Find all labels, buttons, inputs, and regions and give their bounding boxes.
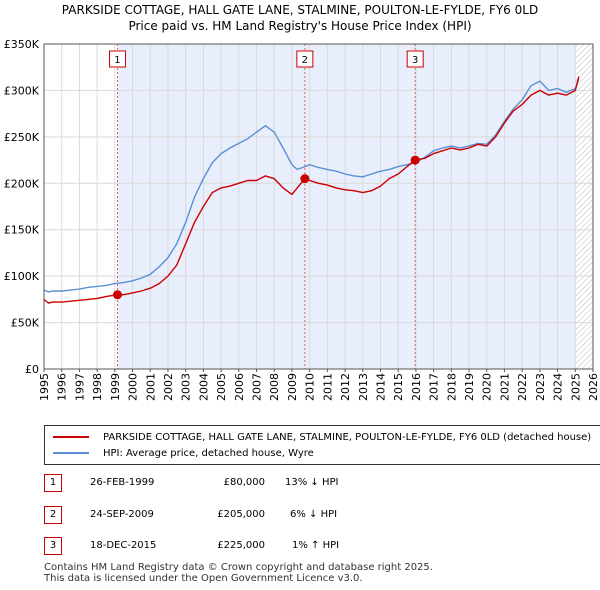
sale-marker-badge: 3: [44, 537, 62, 555]
series-line-hpi: [43, 79, 580, 293]
x-tick-label: 1996: [56, 373, 69, 401]
sale-date: 26-FEB-1999: [90, 477, 155, 488]
x-tick-label: 2017: [428, 373, 441, 401]
x-tick-label: 2026: [587, 373, 600, 401]
x-tick-label: 2000: [127, 373, 140, 401]
x-tick-label: 2012: [339, 373, 352, 401]
y-tick-label: £250K: [4, 131, 40, 144]
x-tick-label: 2018: [445, 373, 458, 401]
x-tick-label: 1995: [38, 373, 51, 401]
x-tick-label: 2021: [498, 373, 511, 401]
x-tick-label: 2010: [304, 373, 317, 401]
chart-title-line2: Price paid vs. HM Land Registry's House …: [128, 19, 472, 33]
legend-label-property: PARKSIDE COTTAGE, HALL GATE LANE, STALMI…: [103, 431, 592, 443]
y-tick-label: £0: [25, 363, 39, 376]
sale-flag-label: 3: [412, 55, 418, 66]
price-chart: £0 £50K £100K £150K £200K £250K £300K £350K 1995…: [4, 38, 600, 401]
x-tick-label: 1999: [109, 373, 122, 401]
legend-item-property: PARKSIDE COTTAGE, HALL GATE LANE, STALMI…: [53, 430, 591, 444]
x-tick-label: 2016: [410, 373, 423, 401]
y-tick-label: £50K: [11, 317, 40, 330]
legend-swatch-hpi: [53, 452, 89, 454]
x-tick-label: 2015: [392, 373, 405, 401]
y-tick-label: £200K: [4, 177, 40, 190]
y-tick-label: £150K: [4, 224, 40, 237]
plot-frame: [43, 43, 594, 370]
x-tick-label: 2006: [233, 373, 246, 401]
sale-date: 24-SEP-2009: [90, 509, 154, 520]
footer-licence: This data is licensed under the Open Gov…: [44, 573, 363, 584]
x-tick-label: 2024: [552, 373, 565, 401]
x-tick-label: 1997: [73, 373, 86, 401]
legend-label-hpi: HPI: Average price, detached house, Wyre: [103, 447, 314, 459]
x-tick-label: 2009: [286, 373, 299, 401]
footer-copyright: Contains HM Land Registry data © Crown c…: [44, 562, 433, 573]
sale-price: £225,000: [217, 540, 265, 551]
sale-price: £205,000: [217, 509, 265, 520]
sale-flag-box: [406, 50, 424, 68]
sale-hpi-diff: 1% ↑ HPI: [292, 540, 340, 551]
sale-flag-box: [108, 50, 126, 68]
x-tick-label: 2014: [374, 373, 387, 401]
sale-point: [112, 290, 122, 300]
x-tick-label: 2019: [463, 373, 476, 401]
x-tick-label: 2002: [162, 373, 175, 401]
sale-flag-label: 2: [302, 55, 308, 66]
x-tick-label: 2005: [215, 373, 228, 401]
y-tick-label: £300K: [4, 84, 40, 97]
sale-point: [410, 155, 420, 165]
sale-flag-box: [296, 50, 314, 68]
legend-item-hpi: HPI: Average price, detached house, Wyre: [53, 446, 314, 460]
x-tick-label: 2020: [481, 373, 494, 401]
sale-hpi-diff: 13% ↓ HPI: [285, 477, 339, 488]
sale-date: 18-DEC-2015: [90, 540, 157, 551]
sale-point: [300, 174, 310, 184]
ownership-shading: [304, 44, 416, 369]
x-tick-label: 2013: [357, 373, 370, 401]
sale-price: £80,000: [223, 477, 265, 488]
sale-marker-badge: 2: [44, 506, 62, 524]
sale-hpi-diff: 6% ↓ HPI: [290, 509, 338, 520]
sale-marker-badge: 1: [44, 474, 62, 492]
y-tick-label: £100K: [4, 270, 40, 283]
x-tick-label: 2025: [569, 373, 582, 401]
x-tick-label: 2007: [251, 373, 264, 401]
chart-title-line1: PARKSIDE COTTAGE, HALL GATE LANE, STALMI…: [61, 3, 539, 17]
ownership-shading: [415, 44, 576, 369]
forecast-hatch: [575, 44, 593, 369]
x-tick-label: 2001: [144, 373, 157, 401]
sale-flag-label: 1: [114, 55, 120, 66]
legend-swatch-property: [53, 436, 89, 438]
x-tick-label: 2004: [197, 373, 210, 401]
x-tick-label: 2008: [268, 373, 281, 401]
ownership-shading: [117, 44, 305, 369]
y-tick-label: £350K: [4, 38, 40, 51]
legend: PARKSIDE COTTAGE, HALL GATE LANE, STALMI…: [44, 425, 600, 465]
x-tick-label: 2011: [321, 373, 334, 401]
x-tick-label: 2022: [516, 373, 529, 401]
x-tick-label: 2003: [180, 373, 193, 401]
x-tick-label: 1998: [91, 373, 104, 401]
x-tick-label: 2023: [534, 373, 547, 401]
